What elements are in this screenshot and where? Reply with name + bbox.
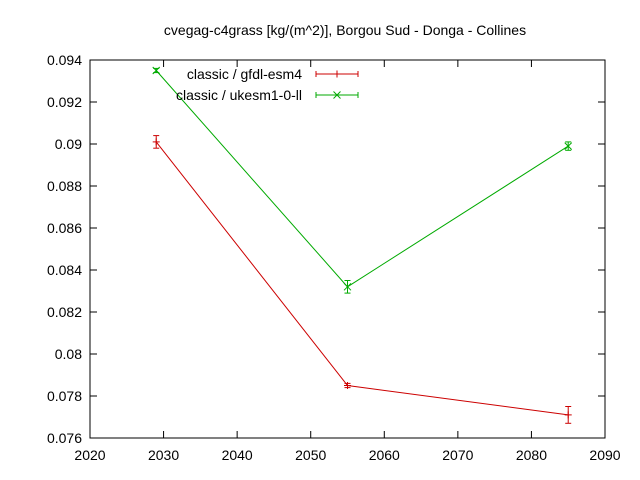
x-tick-label: 2020 bbox=[74, 447, 105, 463]
x-tick-label: 2050 bbox=[295, 447, 326, 463]
legend-label: classic / ukesm1-0-ll bbox=[176, 87, 302, 103]
series-1 bbox=[152, 135, 572, 424]
y-tick-label: 0.084 bbox=[47, 262, 82, 278]
x-tick-label: 2080 bbox=[516, 447, 547, 463]
series-line bbox=[155, 141, 569, 416]
x-tick-label: 2060 bbox=[369, 447, 400, 463]
data-point bbox=[333, 91, 341, 99]
chart-title: cvegag-c4grass [kg/(m^2)], Borgou Sud - … bbox=[164, 22, 526, 38]
x-tick-label: 2070 bbox=[442, 447, 473, 463]
y-tick-label: 0.092 bbox=[47, 94, 82, 110]
x-tick-label: 2040 bbox=[222, 447, 253, 463]
y-tick-label: 0.086 bbox=[47, 220, 82, 236]
y-tick-label: 0.08 bbox=[55, 346, 82, 362]
y-tick-label: 0.082 bbox=[47, 304, 82, 320]
plot-frame bbox=[89, 59, 606, 439]
x-tick-label: 2090 bbox=[589, 447, 620, 463]
y-tick-label: 0.076 bbox=[47, 430, 82, 446]
y-tick-label: 0.088 bbox=[47, 178, 82, 194]
y-tick-label: 0.094 bbox=[47, 52, 82, 68]
data-point bbox=[564, 142, 573, 150]
y-tick-label: 0.078 bbox=[47, 388, 82, 404]
x-tick-label: 2030 bbox=[148, 447, 179, 463]
series-2 bbox=[152, 66, 573, 294]
legend-label: classic / gfdl-esm4 bbox=[187, 66, 302, 82]
y-tick-label: 0.09 bbox=[55, 136, 82, 152]
legend: classic / gfdl-esm4 classic / ukesm1-0-ll bbox=[176, 66, 359, 103]
plot-area: 2020 2030 2040 2050 2060 2070 2080 2090 0.076 0.0… bbox=[47, 52, 621, 463]
data-point bbox=[343, 282, 352, 291]
data-point bbox=[152, 66, 161, 75]
